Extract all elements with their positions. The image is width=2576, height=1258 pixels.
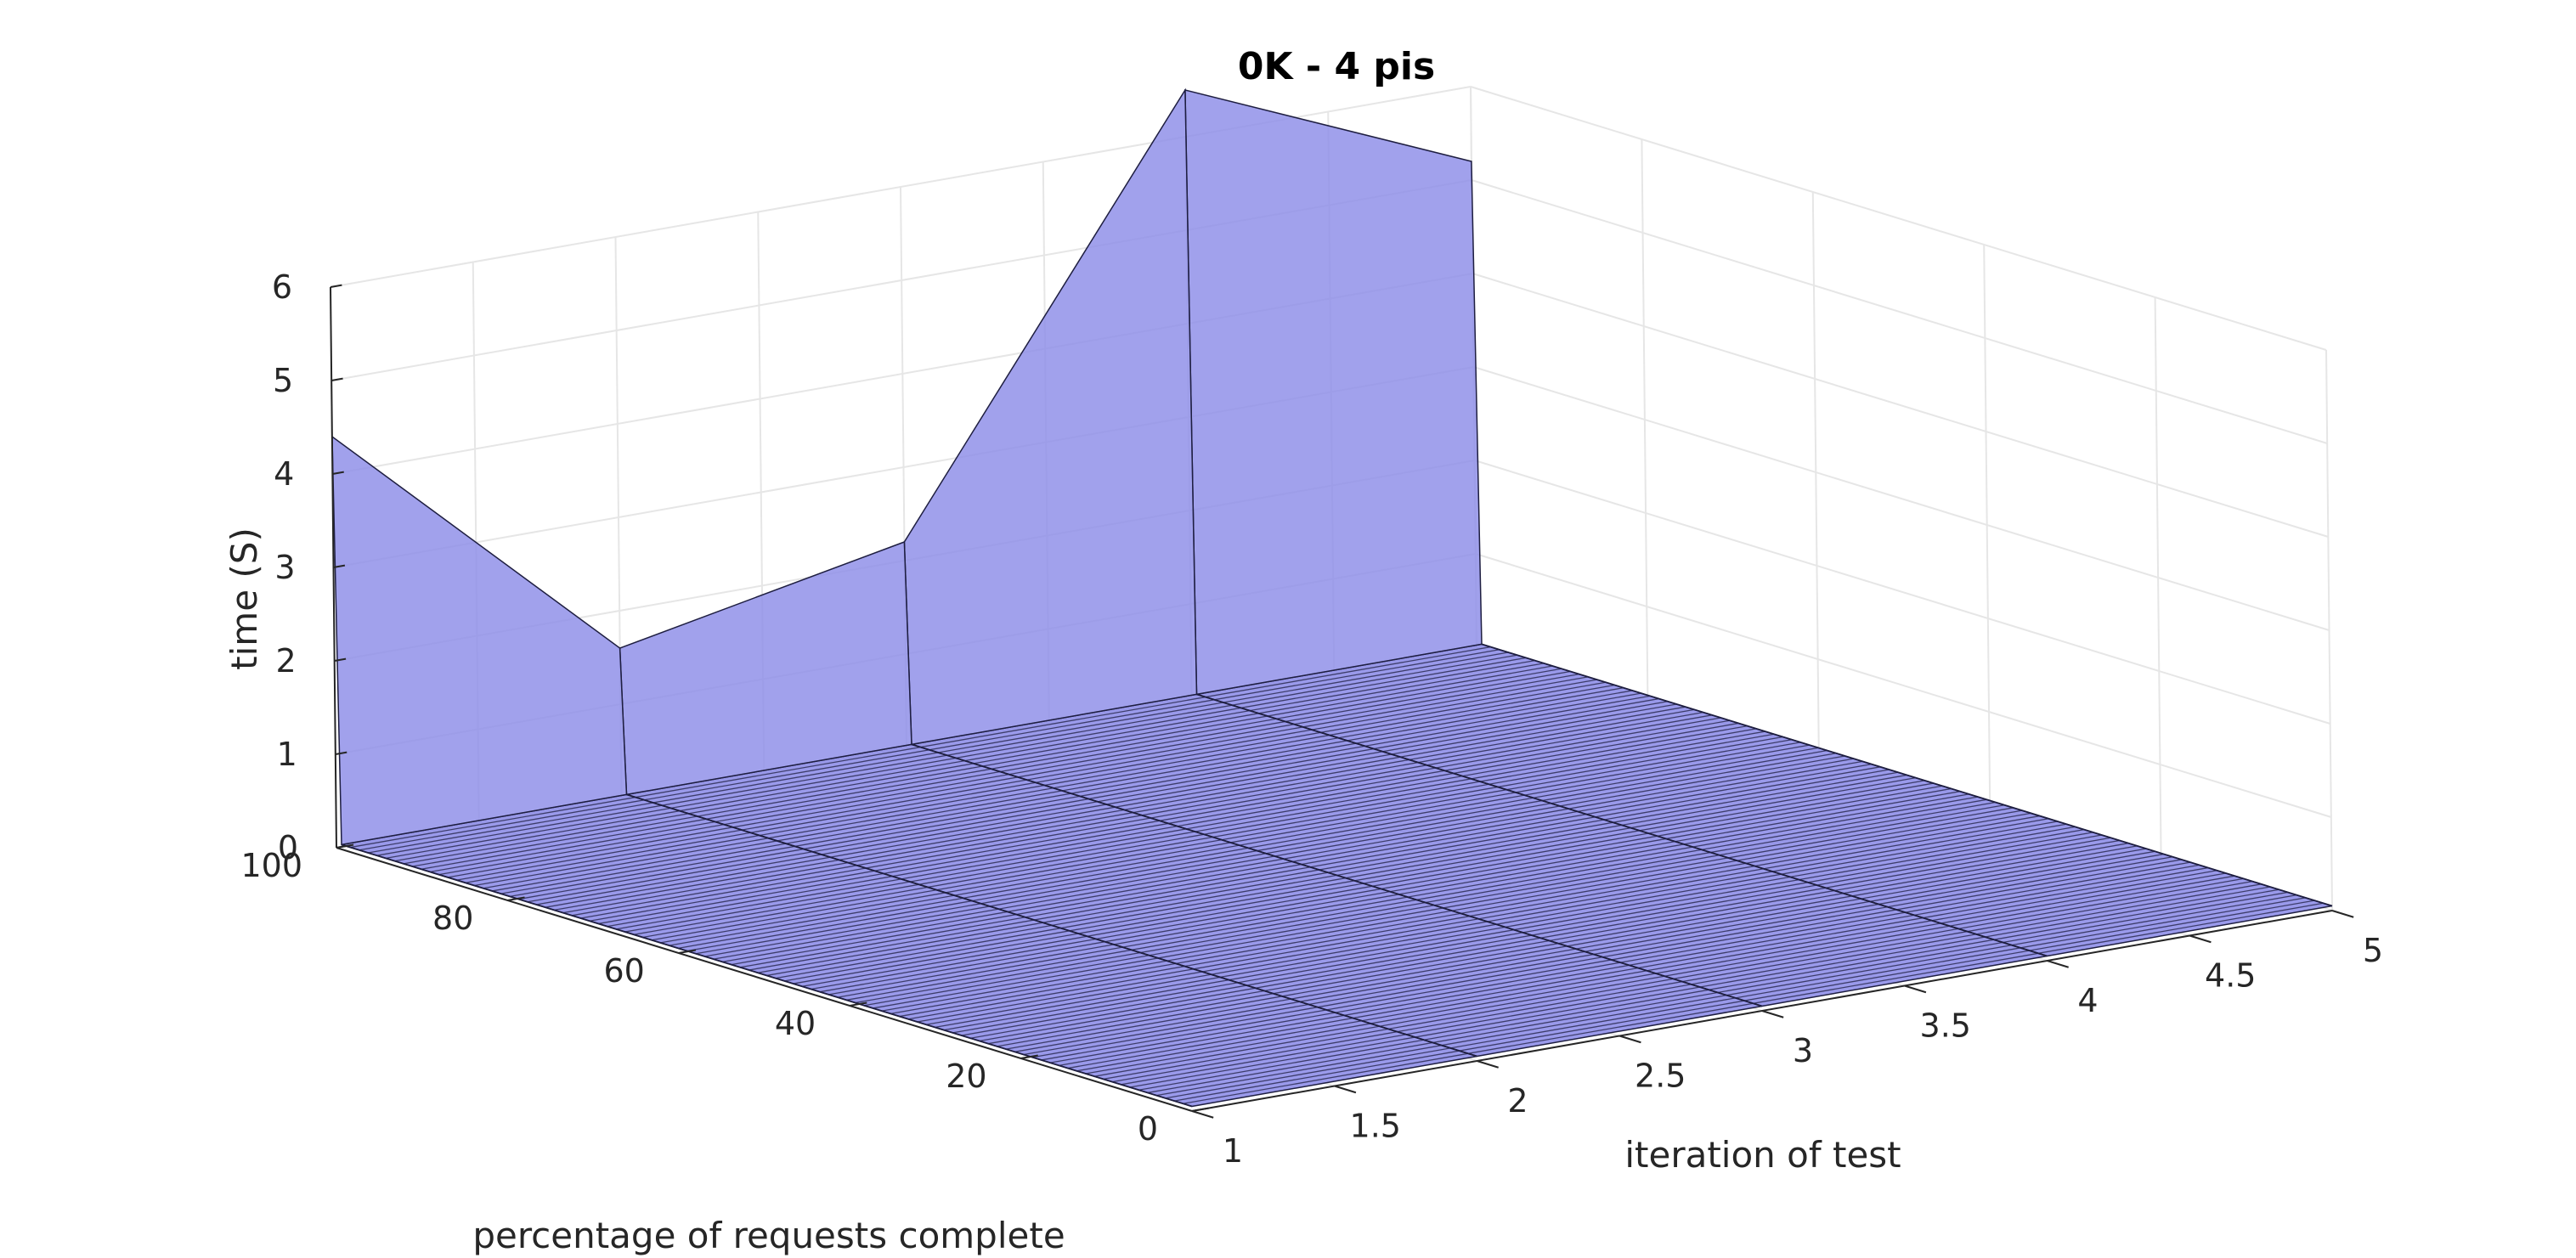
grid-line <box>2325 349 2333 911</box>
x-tick-label: 3 <box>1793 1032 1813 1069</box>
x-tick-mark <box>1191 1110 1214 1119</box>
y-tick-mark <box>1191 1107 1210 1112</box>
surface-edge-line <box>1196 693 2048 957</box>
x-tick-label: 4.5 <box>2205 957 2256 995</box>
grid-line <box>1474 460 2330 725</box>
z-tick-mark <box>333 564 346 568</box>
x-tick-mark <box>1618 1035 1641 1044</box>
x-tick-label: 3.5 <box>1920 1007 1971 1045</box>
z-axis-label: time (S) <box>223 527 265 670</box>
surface-edge-line <box>911 743 1763 1007</box>
y-tick-mark <box>678 949 697 954</box>
z-tick-label: 0 <box>278 829 298 866</box>
grid-line <box>1470 86 2327 351</box>
x-tick-mark <box>2189 934 2212 944</box>
y-tick-mark <box>507 896 525 901</box>
surface-edge-line <box>341 843 1193 1108</box>
y-tick-label: 60 <box>603 952 644 990</box>
x-tick-mark <box>1477 1060 1499 1069</box>
z-tick-label: 3 <box>274 549 295 586</box>
x-tick-mark <box>2331 910 2354 918</box>
grid-line <box>1475 553 2332 818</box>
surface-wall-patch <box>1184 89 1483 696</box>
x-tick-label: 1.5 <box>1350 1108 1401 1145</box>
z-tick-label: 4 <box>274 455 294 493</box>
y-tick-mark <box>850 1001 867 1007</box>
z-tick-mark <box>334 657 347 662</box>
y-tick-label: 0 <box>1138 1110 1158 1148</box>
x-tick-mark <box>2047 960 2069 968</box>
surface <box>331 87 2333 1108</box>
grid-line <box>1811 191 1820 753</box>
y-tick-mark <box>1020 1054 1038 1059</box>
x-tick-mark <box>1904 984 1927 994</box>
x-tick-mark <box>1761 1010 1784 1018</box>
x-tick-mark <box>1334 1085 1357 1094</box>
y-tick-label: 20 <box>946 1058 986 1095</box>
surface-wall-patch <box>903 87 1198 746</box>
x-tick-label: 1 <box>1223 1132 1243 1170</box>
z-tick-label: 1 <box>277 736 297 773</box>
y-axis-line <box>336 847 1193 1112</box>
y-tick-label: 40 <box>775 1005 816 1042</box>
x-axis-label: iteration of test <box>1624 1134 1901 1176</box>
z-tick-mark <box>330 284 342 288</box>
chart-title: 0K - 4 pis <box>1238 45 1435 88</box>
surface-edge-line <box>1481 643 2333 907</box>
surface-wall-patch <box>331 435 628 846</box>
grid-line <box>2154 296 2162 859</box>
z-tick-label: 6 <box>272 268 292 306</box>
z-tick-mark <box>332 471 344 475</box>
grid-line <box>1472 273 2329 538</box>
y-tick-label: 100 <box>240 847 302 884</box>
x-tick-label: 2.5 <box>1635 1058 1686 1095</box>
grid-line <box>1471 179 2328 444</box>
grid-line <box>1983 244 1991 806</box>
z-tick-label: 2 <box>275 642 296 680</box>
surface-edge-line <box>626 793 1477 1058</box>
y-axis-label: percentage of requests complete <box>472 1215 1065 1256</box>
x-tick-label: 5 <box>2363 932 2383 969</box>
grid-line <box>1641 138 1649 701</box>
grid-line <box>1473 366 2330 631</box>
z-tick-mark <box>335 751 347 755</box>
x-tick-label: 4 <box>2077 982 2098 1019</box>
z-tick-mark <box>336 844 348 849</box>
y-tick-label: 80 <box>432 900 473 937</box>
x-tick-label: 2 <box>1507 1082 1528 1120</box>
z-tick-mark <box>330 377 343 381</box>
z-tick-label: 5 <box>273 362 293 399</box>
